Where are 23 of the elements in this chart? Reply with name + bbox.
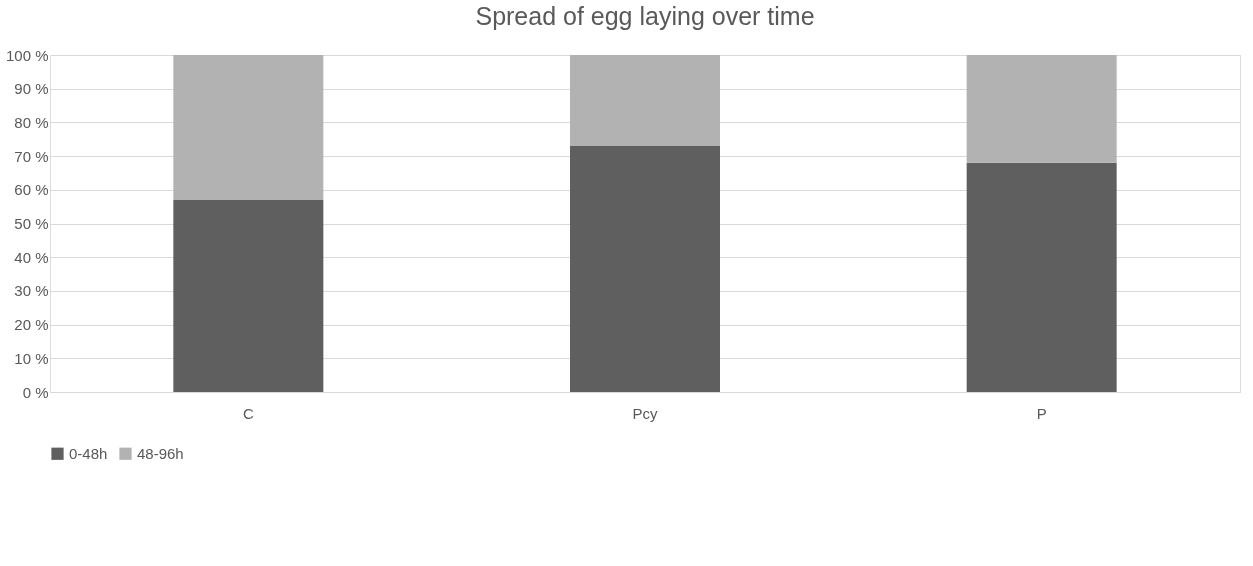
y-tick-label: 70 % — [14, 147, 49, 165]
y-tick-label: 80 % — [14, 113, 49, 131]
y-tick-label: 10 % — [14, 349, 49, 367]
y-tick-label: 20 % — [14, 316, 49, 334]
bar — [966, 55, 1117, 163]
bar — [570, 145, 720, 392]
bar — [173, 199, 324, 392]
chart-title: Spread of egg laying over time — [475, 2, 815, 30]
y-tick-label: 90 % — [14, 80, 49, 98]
y-tick-label: 60 % — [14, 181, 49, 199]
x-tick-label: C — [242, 404, 254, 422]
y-tick-label: 0 % — [22, 383, 49, 401]
y-tick-label: 50 % — [14, 215, 49, 232]
bar — [966, 162, 1117, 392]
legend-label: 48-96h — [137, 444, 184, 462]
bar — [570, 55, 720, 146]
y-tick-label: 40 % — [14, 248, 49, 266]
y-tick-label: 30 % — [14, 282, 49, 300]
x-tick-label: Pcy — [632, 404, 658, 422]
y-tick-label: 100 % — [5, 46, 49, 64]
bar — [173, 55, 324, 200]
x-tick-label: P — [1036, 404, 1047, 422]
legend-label: 0-48h — [69, 444, 108, 462]
